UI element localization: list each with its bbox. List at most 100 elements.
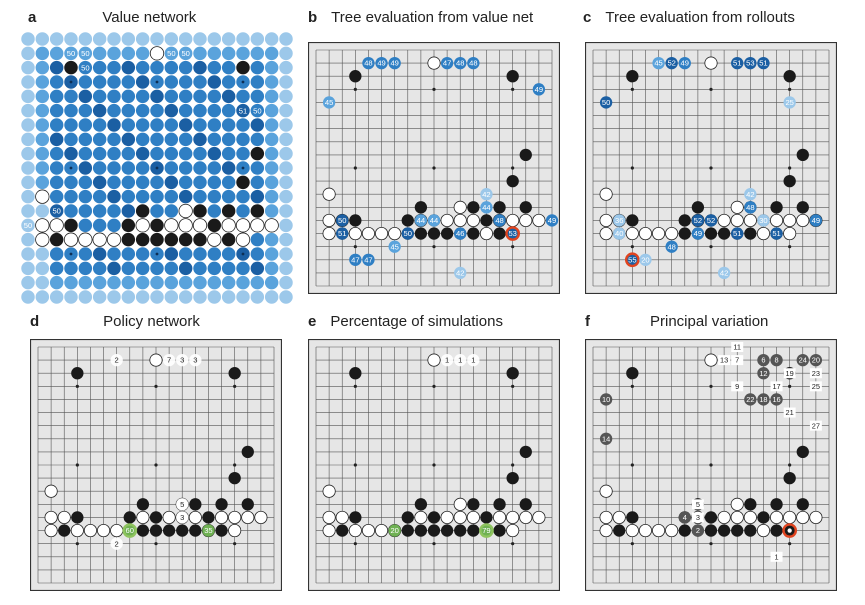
star-point bbox=[155, 80, 159, 84]
value-estimate-dot bbox=[21, 204, 35, 218]
value-estimate-dot bbox=[150, 103, 164, 118]
white-stone bbox=[254, 510, 268, 525]
value-estimate-dot bbox=[164, 290, 179, 304]
white-stone bbox=[361, 523, 376, 538]
move-value-label: 7 bbox=[167, 356, 171, 365]
value-estimate-dot bbox=[221, 75, 236, 89]
white-stone bbox=[532, 213, 546, 228]
value-estimate-dot bbox=[264, 118, 279, 132]
value-estimate-dot bbox=[107, 175, 121, 190]
variation-black-move bbox=[796, 353, 809, 367]
value-estimate-dot bbox=[207, 118, 222, 132]
value-estimate-dot bbox=[121, 60, 136, 75]
move-value-label: 42 bbox=[720, 268, 728, 277]
white-stone bbox=[374, 226, 389, 241]
star-point bbox=[788, 542, 792, 546]
value-estimate-dot bbox=[236, 204, 250, 218]
variation-move-number: 13 bbox=[720, 356, 728, 365]
value-estimate-dot bbox=[221, 146, 236, 161]
move-value-label: 52 bbox=[694, 216, 702, 225]
star-point bbox=[241, 166, 245, 170]
move-value-label: 49 bbox=[694, 229, 702, 238]
move-marker bbox=[599, 96, 613, 109]
black-stone bbox=[744, 227, 757, 240]
white-stone bbox=[506, 523, 520, 538]
white-stone bbox=[49, 218, 64, 233]
value-estimate-dot bbox=[193, 132, 207, 147]
value-estimate-dot bbox=[193, 261, 207, 276]
star-point bbox=[511, 166, 515, 170]
black-stone bbox=[414, 524, 428, 537]
black-stone bbox=[467, 227, 480, 240]
value-estimate-dot bbox=[92, 146, 107, 161]
white-stone bbox=[612, 510, 626, 525]
value-estimate-dot bbox=[21, 175, 35, 190]
white-stone bbox=[228, 523, 242, 538]
value-label: 50 bbox=[253, 106, 261, 115]
value-estimate-dot bbox=[135, 60, 150, 75]
white-stone bbox=[599, 484, 613, 498]
black-stone bbox=[796, 498, 809, 511]
variation-black-move bbox=[678, 511, 691, 524]
move-value-label: 50 bbox=[602, 98, 610, 107]
white-stone bbox=[453, 510, 467, 525]
value-estimate-dot bbox=[178, 275, 193, 290]
white-stone bbox=[44, 484, 58, 498]
value-estimate-dot bbox=[250, 132, 265, 147]
star-point bbox=[154, 384, 158, 388]
black-stone bbox=[414, 498, 428, 511]
black-stone bbox=[349, 214, 362, 227]
black-stone bbox=[506, 174, 519, 188]
value-estimate-dot bbox=[164, 118, 179, 132]
value-estimate-dot bbox=[121, 204, 136, 218]
move-marker bbox=[467, 56, 480, 70]
move-value-label: 52 bbox=[667, 59, 675, 68]
move-value-label: 49 bbox=[390, 59, 398, 68]
black-stone bbox=[58, 524, 71, 537]
white-stone bbox=[743, 213, 757, 228]
star-point bbox=[432, 87, 436, 91]
star-point bbox=[69, 80, 73, 84]
variation-move-number: 17 bbox=[772, 382, 780, 391]
black-stone bbox=[626, 511, 639, 524]
black-stone bbox=[796, 445, 809, 459]
black-stone bbox=[519, 445, 532, 459]
move-marker bbox=[176, 353, 189, 367]
value-estimate-dot bbox=[107, 218, 121, 233]
black-stone bbox=[202, 511, 215, 524]
panel-letter: f bbox=[585, 313, 590, 330]
white-stone bbox=[756, 523, 771, 538]
move-value-label: 3 bbox=[180, 513, 184, 522]
move-value-label: 48 bbox=[364, 59, 372, 68]
move-marker bbox=[454, 227, 467, 240]
value-estimate-dot bbox=[107, 189, 121, 204]
value-estimate-dot bbox=[193, 275, 207, 290]
white-stone bbox=[70, 523, 84, 538]
value-estimate-dot bbox=[236, 132, 250, 147]
variation-black-move bbox=[599, 393, 613, 406]
value-estimate-dot bbox=[135, 146, 150, 161]
variation-move-number: 21 bbox=[786, 408, 794, 417]
board-tree-rollouts: 45 52 49 51 53 51 50 25 42 48 36 52 52 30 49 40 49 51 51 48… bbox=[585, 42, 837, 294]
move-marker bbox=[336, 227, 349, 240]
value-estimate-dot bbox=[35, 204, 50, 218]
move-marker bbox=[704, 214, 718, 227]
value-label: 50 bbox=[81, 49, 89, 58]
star-point bbox=[630, 463, 634, 467]
white-stone bbox=[506, 213, 520, 228]
value-estimate-dot bbox=[193, 146, 207, 161]
white-stone bbox=[717, 510, 731, 525]
black-stone bbox=[493, 227, 506, 240]
value-estimate-dot bbox=[107, 118, 121, 132]
value-estimate-dot bbox=[107, 161, 121, 175]
value-estimate-dot bbox=[236, 261, 250, 276]
black-stone bbox=[519, 498, 532, 511]
white-stone bbox=[466, 510, 480, 525]
value-estimate-dot bbox=[21, 275, 35, 290]
star-point bbox=[154, 542, 158, 546]
white-stone bbox=[599, 226, 613, 241]
black-stone bbox=[427, 227, 441, 240]
value-estimate-dot bbox=[135, 46, 150, 61]
value-estimate-dot bbox=[207, 103, 222, 118]
value-estimate-dot bbox=[49, 161, 64, 175]
